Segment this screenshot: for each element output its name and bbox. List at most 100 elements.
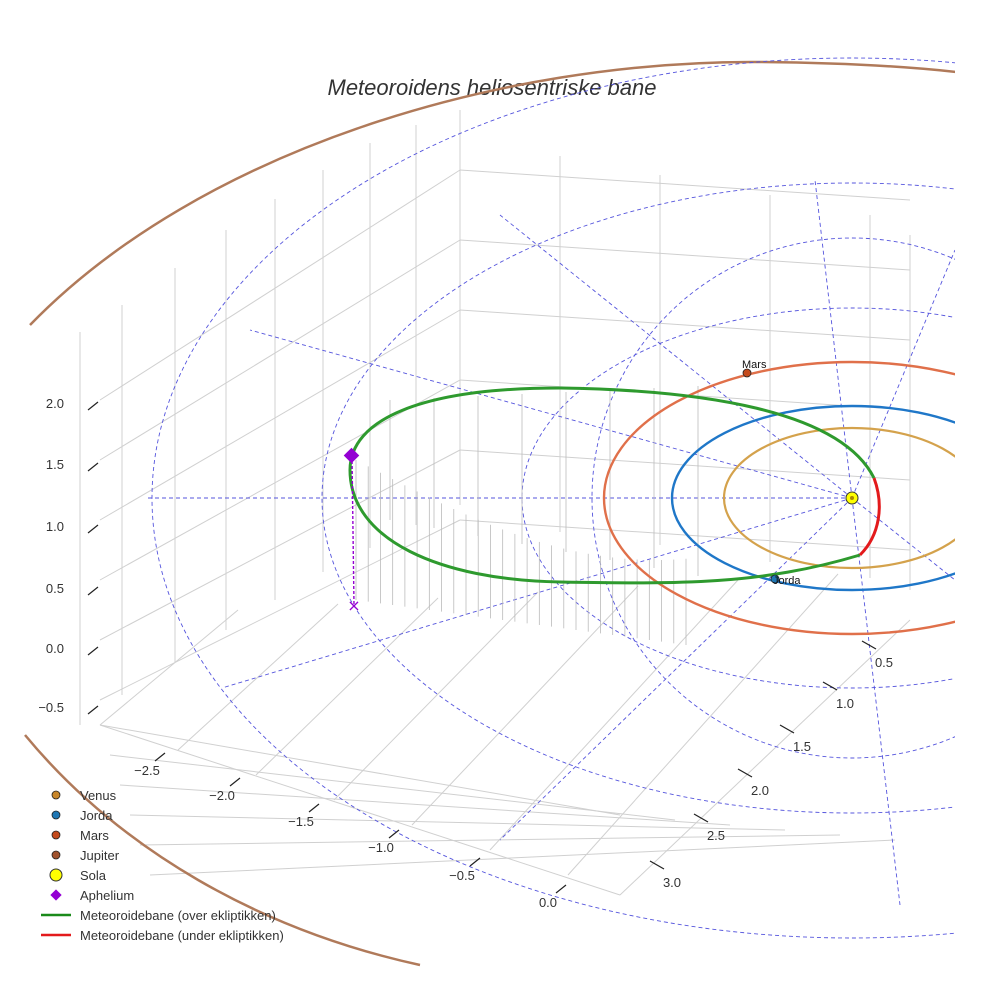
- mars-label: Mars: [742, 359, 767, 371]
- grid-line-floor: [411, 585, 639, 826]
- grid-line-floor: [177, 603, 339, 751]
- y-tick-label: 1.5: [793, 739, 811, 754]
- x-tick-mark: [308, 803, 320, 813]
- grid-line-floor: [99, 609, 239, 726]
- grid-line-floor-x: [139, 834, 841, 846]
- y-tick-mark: [822, 681, 838, 691]
- x-tick-mark: [388, 829, 400, 839]
- legend-item: Sola: [49, 868, 107, 883]
- earth-orbit: [670, 404, 955, 592]
- x-tick-mark: [229, 777, 241, 787]
- legend-label: Jorda: [80, 808, 113, 823]
- z-axis-ticks: −0.5 0.0 0.5 1.0 1.5 2.0: [38, 396, 99, 715]
- earth-label: Jorda: [773, 575, 801, 587]
- y-tick-mark: [649, 860, 665, 870]
- earth-marker: [770, 574, 780, 584]
- venus-orbit: [722, 426, 955, 570]
- y-tick-label: 0.5: [875, 655, 893, 670]
- grid-line-side-h: [459, 239, 911, 271]
- y-tick-label: 2.5: [707, 828, 725, 843]
- grid-line-back-h: [99, 379, 461, 581]
- ecliptic-ring: [521, 307, 955, 689]
- jupiter-orbit: [24, 60, 955, 967]
- ecliptic-radial: [814, 179, 853, 499]
- y-tick-label: 1.0: [836, 696, 854, 711]
- ecliptic-radial: [221, 497, 853, 689]
- x-tick-label: −0.5: [449, 868, 475, 883]
- legend-label: Meteoroidebane (over ekliptikken): [80, 908, 276, 923]
- z-tick-label: 1.5: [46, 457, 64, 472]
- legend-marker: [51, 850, 61, 860]
- z-tick-mark: [87, 586, 99, 596]
- y-tick-label: 2.0: [751, 783, 769, 798]
- legend-marker: [50, 889, 62, 901]
- ecliptic-circle: [591, 237, 955, 759]
- x-axis-ticks: −2.5 −2.0 −1.5 −1.0 −0.5 0.0: [134, 752, 567, 910]
- grid-line-side-h: [459, 309, 911, 341]
- y-axis-ticks: 0.5 1.0 1.5 2.0 2.5 3.0: [649, 640, 893, 890]
- z-tick-mark: [87, 524, 99, 534]
- floor-edge: [99, 724, 621, 896]
- meteoroid-orbit-above: [348, 386, 876, 585]
- mars-orbit: [602, 360, 955, 636]
- aphelion-projection-marker: ×: [347, 596, 360, 615]
- z-tick-mark: [87, 646, 99, 656]
- grid-line-floor: [333, 591, 539, 801]
- grid-line-side-h: [459, 169, 911, 201]
- y-tick-mark: [861, 640, 877, 650]
- legend-label: Sola: [80, 868, 107, 883]
- y-tick-mark: [693, 813, 709, 823]
- legend-label: Aphelium: [80, 888, 134, 903]
- x-tick-mark: [555, 884, 567, 894]
- grid-line-floor: [567, 573, 839, 876]
- grid-line-back-h: [99, 309, 461, 521]
- legend-marker: [49, 868, 63, 882]
- legend: Venus Jorda Mars Jupiter Sola Aphelium Meteoro…: [41, 788, 284, 943]
- x-tick-label: −2.0: [209, 788, 235, 803]
- legend-item: Jorda: [51, 808, 113, 823]
- ecliptic-radial: [851, 249, 955, 499]
- grid-line-floor-x: [129, 814, 786, 831]
- grid-line-floor-x: [109, 754, 676, 821]
- z-tick-label: −0.5: [38, 700, 64, 715]
- legend-item: Aphelium: [50, 888, 134, 903]
- z-tick-label: 2.0: [46, 396, 64, 411]
- legend-label: Venus: [80, 788, 117, 803]
- z-tick-mark: [87, 462, 99, 472]
- grid-line-back-h: [99, 519, 461, 701]
- meteoroid-drop-lines: [355, 386, 699, 645]
- legend-label: Mars: [80, 828, 109, 843]
- y-tick-mark: [779, 724, 795, 734]
- ecliptic-reference-grid: [145, 57, 955, 939]
- x-tick-label: −1.5: [288, 814, 314, 829]
- aphelion-marker: [343, 447, 360, 464]
- ecliptic-radial: [249, 329, 853, 499]
- ecliptic-radial: [499, 497, 853, 841]
- y-tick-mark: [737, 768, 753, 778]
- grid-line-back-h: [99, 239, 461, 461]
- legend-marker: [51, 830, 61, 840]
- x-tick-label: −2.5: [134, 763, 160, 778]
- z-tick-label: 0.0: [46, 641, 64, 656]
- grid-line-back-h: [99, 449, 461, 641]
- aphelion-drop-line: [351, 455, 355, 607]
- grid-line-side-h: [459, 519, 911, 551]
- x-tick-mark: [469, 857, 481, 867]
- grid-line-floor: [255, 597, 439, 776]
- z-tick-label: 0.5: [46, 581, 64, 596]
- sun-core: [850, 496, 854, 500]
- grid-line-floor-x: [119, 784, 731, 826]
- ecliptic-radial: [851, 497, 901, 906]
- ecliptic-radial: [499, 214, 853, 499]
- chart-title: Meteoroidens heliosentriske bane: [328, 75, 657, 100]
- ecliptic-radial: [851, 497, 955, 581]
- grid-line-floor-x: [149, 839, 896, 876]
- floor-edge: [619, 619, 911, 896]
- legend-item: Meteoroidebane (over ekliptikken): [41, 908, 276, 923]
- ecliptic-ring: [321, 182, 955, 814]
- legend-label: Jupiter: [80, 848, 120, 863]
- legend-item: Mars: [51, 828, 109, 843]
- x-tick-mark: [154, 752, 166, 762]
- y-tick-label: 3.0: [663, 875, 681, 890]
